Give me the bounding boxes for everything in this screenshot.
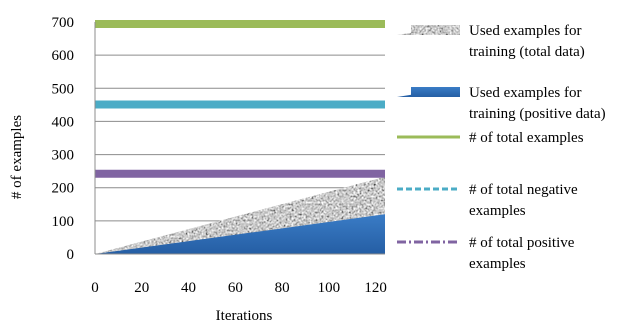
y-tick-label-600: 600 — [52, 48, 75, 64]
legend-label-1-0: Used examples for — [469, 85, 581, 101]
y-tick-labels: 0 100 200 300 400 500 600 700 — [52, 15, 75, 263]
axes — [94, 22, 385, 255]
x-tick-label-80: 80 — [275, 280, 290, 296]
x-axis-label: Iterations — [216, 308, 273, 324]
plot-areas — [95, 176, 385, 254]
legend-label-1-1: training (positive data) — [469, 106, 606, 122]
legend-label-0-0: Used examples for — [469, 23, 581, 39]
legend-label-0-1: training (total data) — [469, 44, 585, 60]
x-tick-labels: 0 20 40 60 80 100 120 — [91, 280, 387, 296]
x-tick-label-120: 120 — [364, 280, 387, 296]
y-tick-label-400: 400 — [52, 114, 75, 130]
y-tick-label-300: 300 — [52, 148, 75, 164]
legend-label-2-0: # of total examples — [469, 130, 584, 146]
x-tick-label-40: 40 — [181, 280, 196, 296]
legend-swatch-bar-1 — [411, 87, 460, 97]
y-axis-label: # of examples — [9, 115, 25, 199]
y-tick-label-500: 500 — [52, 81, 75, 97]
x-tick-label-20: 20 — [134, 280, 149, 296]
legend: Used examples for training (total data) Us… — [397, 23, 606, 272]
plot-lines — [95, 19, 385, 178]
legend-label-3-1: examples — [469, 203, 526, 219]
x-tick-label-0: 0 — [91, 280, 99, 296]
x-tick-label-100: 100 — [318, 280, 341, 296]
y-tick-label-700: 700 — [52, 15, 75, 31]
legend-label-4-0: # of total positive — [469, 235, 575, 251]
legend-label-4-1: examples — [469, 256, 526, 272]
x-tick-label-60: 60 — [228, 280, 243, 296]
legend-label-3-0: # of total negative — [469, 182, 578, 198]
y-tick-label-200: 200 — [52, 181, 75, 197]
y-tick-label-100: 100 — [52, 214, 75, 230]
area-series-1 — [95, 214, 385, 254]
y-tick-label-0: 0 — [67, 247, 75, 263]
legend-swatch-bar-0 — [411, 25, 460, 35]
